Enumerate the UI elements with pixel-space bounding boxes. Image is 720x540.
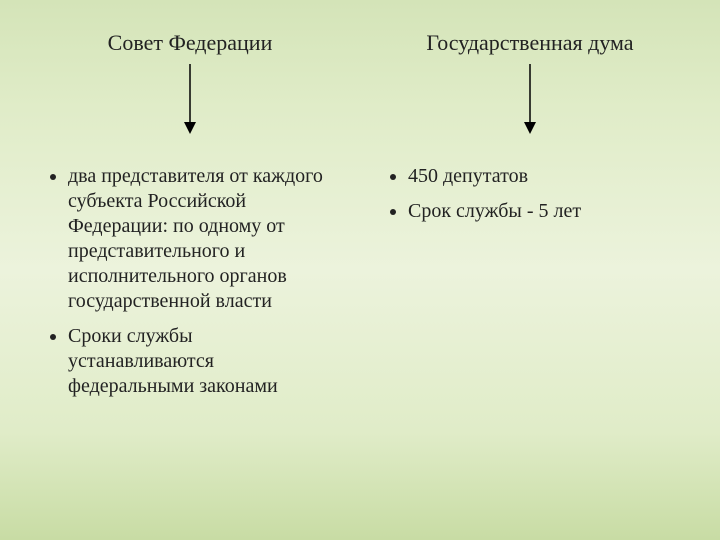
left-column: Совет Федерации два представителя от каж…: [20, 30, 360, 520]
list-item: Сроки службы устанавливаются федеральным…: [68, 324, 340, 399]
right-bullet-list: 450 депутатов Срок службы - 5 лет: [380, 164, 680, 234]
left-arrow-wrap: [40, 64, 340, 134]
list-item: два представителя от каждого субъекта Ро…: [68, 164, 340, 314]
left-heading: Совет Федерации: [40, 30, 340, 56]
list-item: 450 депутатов: [408, 164, 680, 189]
down-arrow-icon: [523, 64, 537, 134]
right-arrow-wrap: [380, 64, 680, 134]
right-heading: Государственная дума: [380, 30, 680, 56]
left-bullet-list: два представителя от каждого субъекта Ро…: [40, 164, 340, 409]
slide-root: Совет Федерации два представителя от каж…: [0, 0, 720, 540]
list-item: Срок службы - 5 лет: [408, 199, 680, 224]
down-arrow-icon: [183, 64, 197, 134]
right-column: Государственная дума 450 депутатов Срок …: [360, 30, 700, 520]
